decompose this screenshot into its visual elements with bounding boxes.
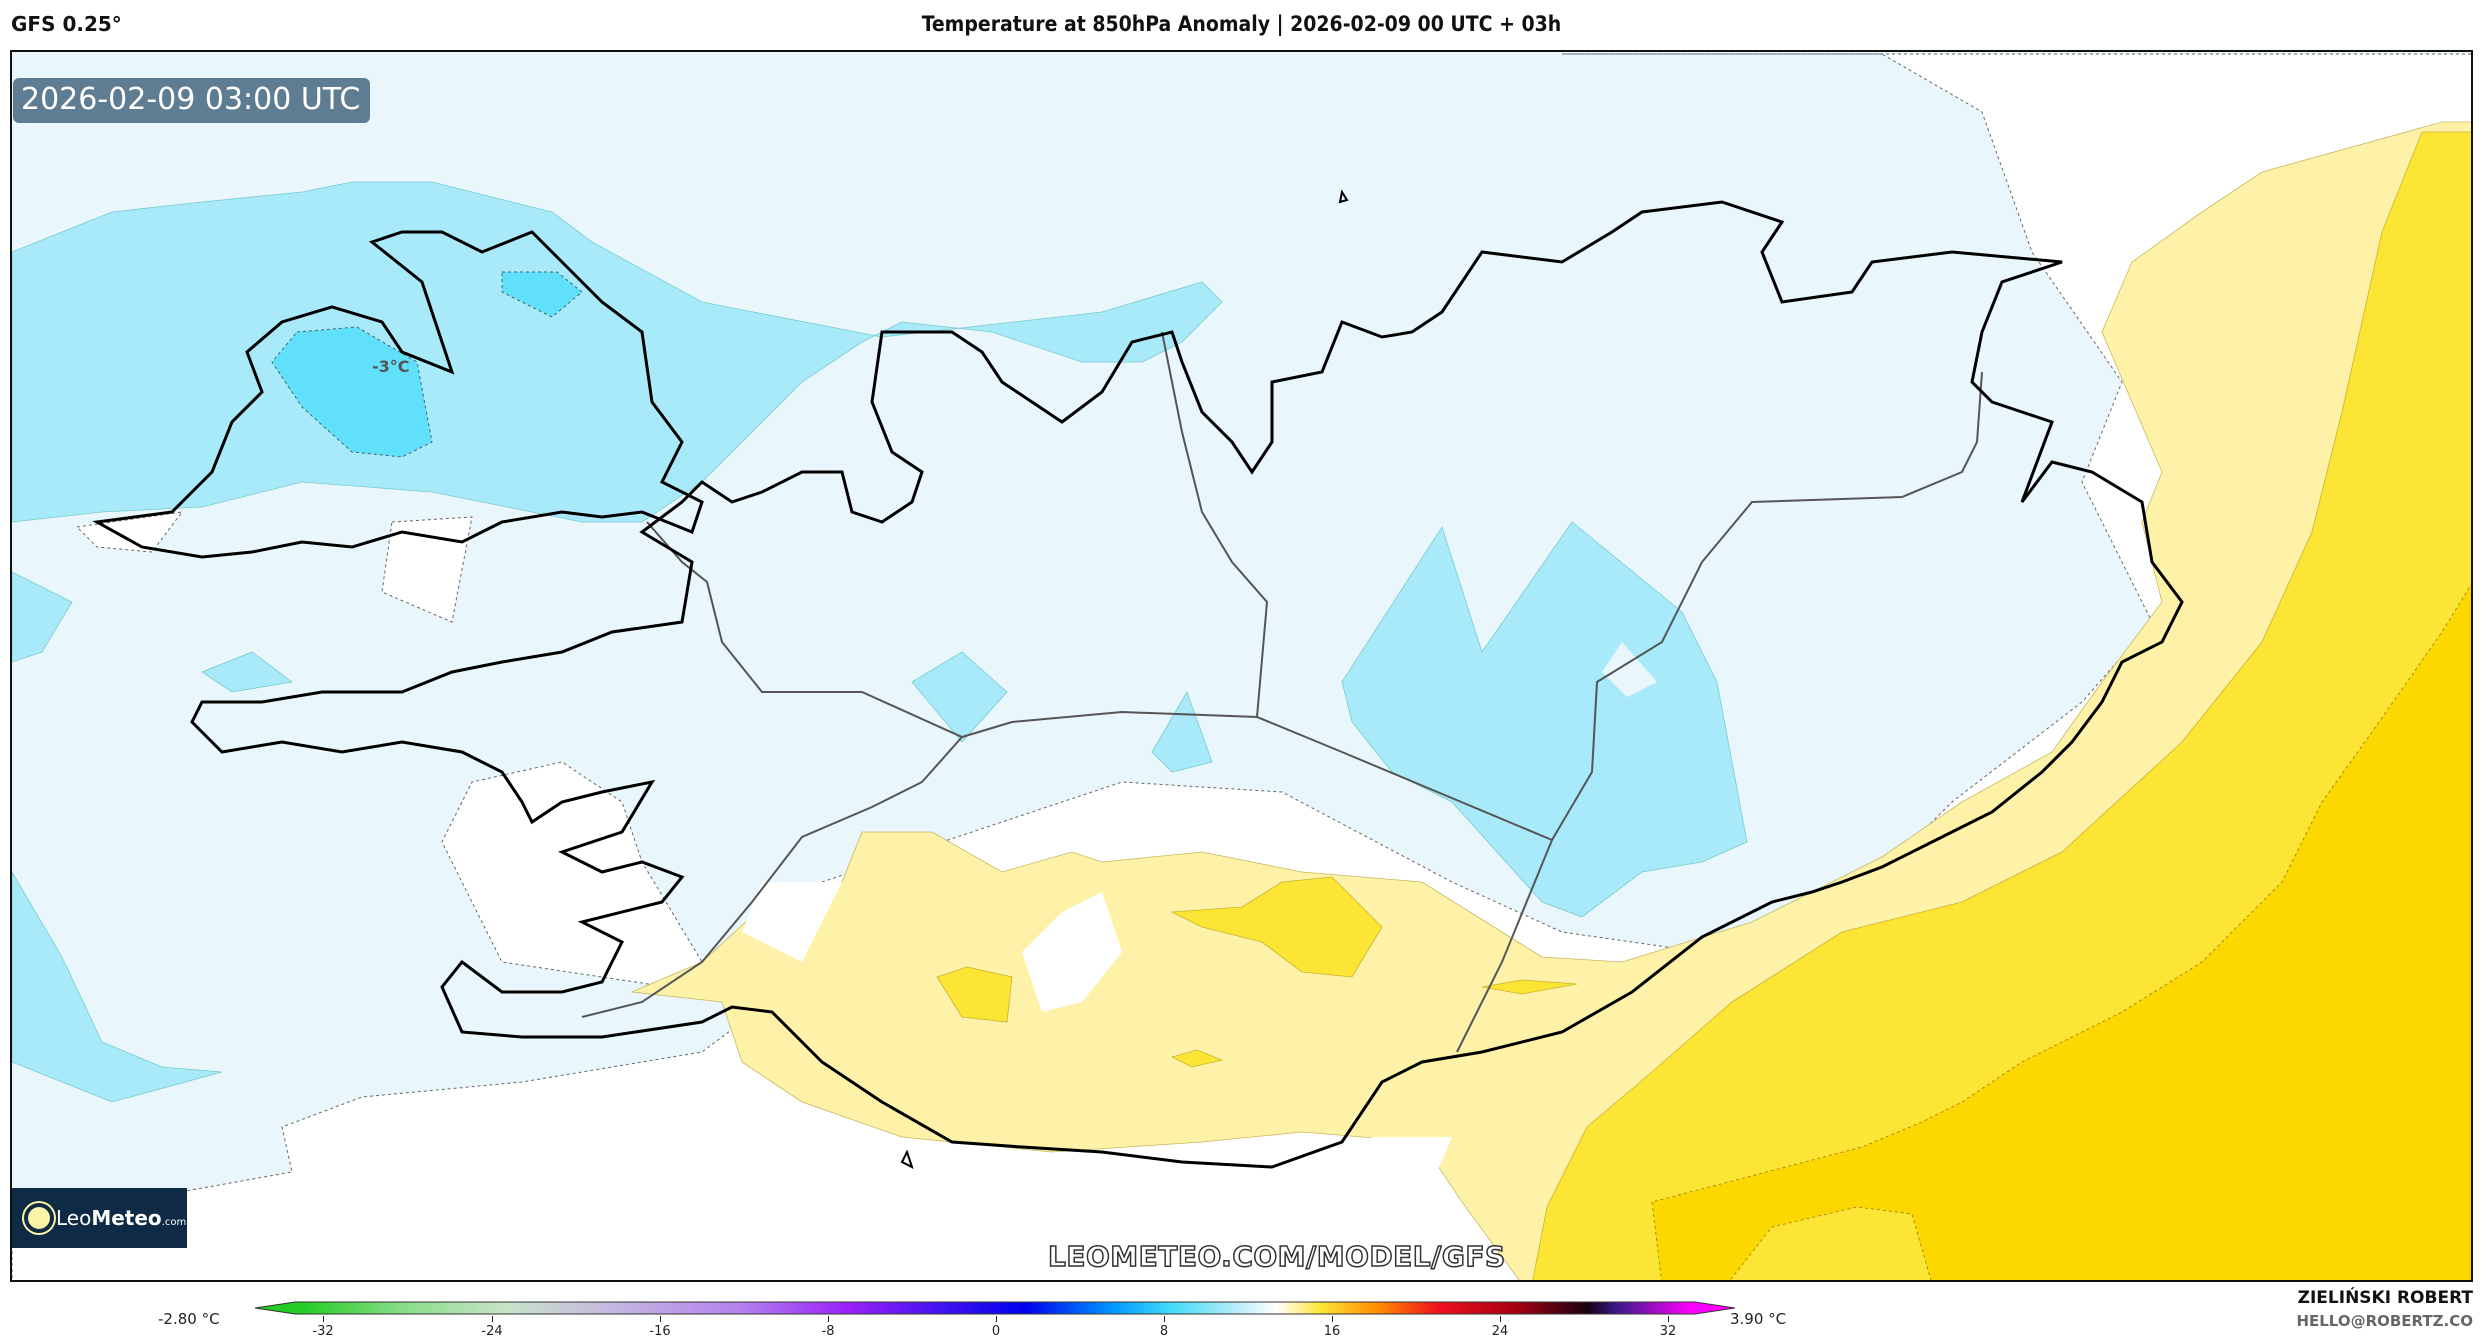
tick-mark <box>1164 1316 1165 1322</box>
tick-label: 8 <box>1159 1324 1169 1339</box>
map-canvas[interactable]: -3°C <box>10 50 2473 1282</box>
tick-mark <box>828 1316 829 1322</box>
tick-mark <box>1668 1316 1669 1322</box>
watermark-url: LEOMETEO.COM/MODEL/GFS <box>1047 1239 1506 1274</box>
sun-icon <box>28 1207 50 1229</box>
tick-label: 32 <box>1659 1324 1677 1339</box>
tick-mark <box>1500 1316 1501 1322</box>
tick-label: 16 <box>1323 1324 1341 1339</box>
max-value-label: 3.90 °C <box>1730 1310 1787 1328</box>
tick-label: -32 <box>312 1324 334 1339</box>
author-email[interactable]: HELLO@ROBERTZ.CO <box>2296 1312 2473 1330</box>
tick-mark <box>1332 1316 1333 1322</box>
tick-mark <box>323 1316 324 1322</box>
min-value-label: -2.80 °C <box>158 1310 220 1328</box>
tick-mark <box>996 1316 997 1322</box>
chart-title: Temperature at 850hPa Anomaly | 2026-02-… <box>921 12 1562 36</box>
logo-text: LeoMeteo.com <box>56 1206 187 1230</box>
model-label: GFS 0.25° <box>11 12 122 36</box>
tick-label: 24 <box>1491 1324 1509 1339</box>
tick-mark <box>660 1316 661 1322</box>
tick-label: -24 <box>481 1324 503 1339</box>
tick-label: 0 <box>991 1324 1001 1339</box>
author-name: ZIELIŃSKI ROBERT <box>2297 1288 2473 1308</box>
tick-label: -16 <box>649 1324 671 1339</box>
colorbar <box>255 1301 1735 1315</box>
valid-time-badge: 2026-02-09 03:00 UTC <box>13 78 371 123</box>
tick-label: -8 <box>821 1324 835 1339</box>
tick-mark <box>492 1316 493 1322</box>
anomaly-contours: -3°C <box>12 52 2471 1280</box>
contour-label: -3°C <box>372 357 410 376</box>
leometeo-logo[interactable]: LeoMeteo.com <box>12 1188 187 1248</box>
